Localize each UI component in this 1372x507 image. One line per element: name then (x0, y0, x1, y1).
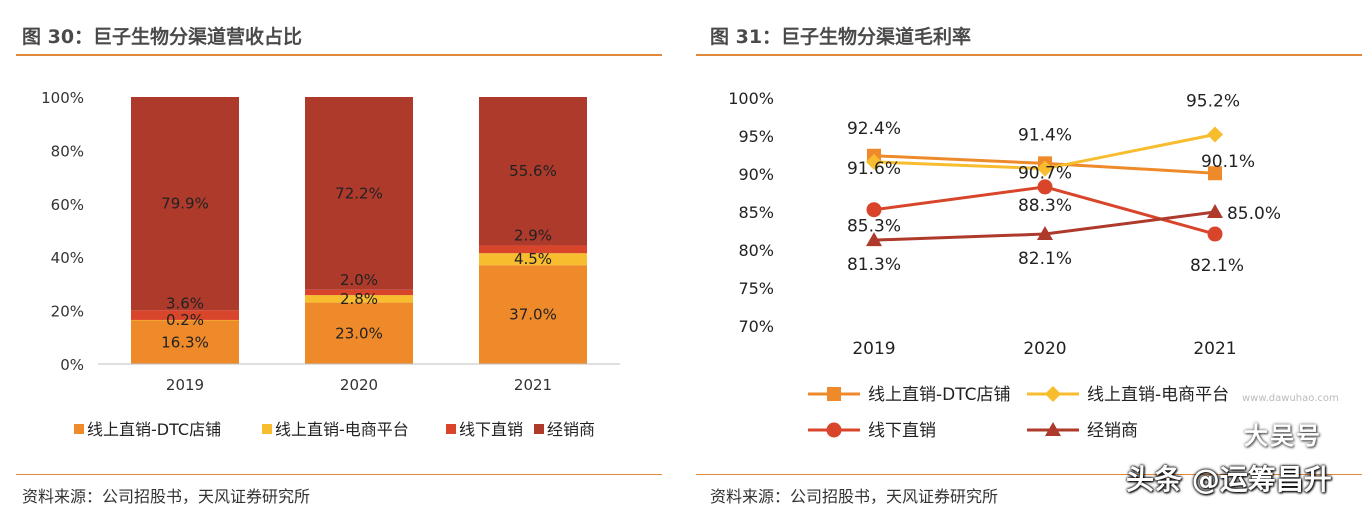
left-figure-panel: 图 30：巨子生物分渠道营收占比 0% 20% 40% 60% 80% 100% 16.3%… (0, 0, 672, 506)
legend-swatch (262, 424, 272, 434)
bar-segment (305, 295, 413, 303)
data-label: 72.2% (335, 184, 383, 202)
bar-segment (479, 97, 587, 246)
data-label: 85.0% (1227, 204, 1281, 224)
marker-diamond (1045, 386, 1061, 402)
line-chart: 70% 75% 80% 85% 90% 95% 100% 92.4% 91.4% 90.1% 91.… (728, 89, 1281, 441)
legend-label: 线上直销-电商平台 (275, 420, 409, 439)
data-label: 90.1% (1201, 152, 1255, 172)
y-tick-label: 100% (41, 89, 84, 107)
legend-swatch (74, 424, 84, 434)
data-label: 4.5% (514, 250, 552, 268)
right-bottom-rule (696, 474, 1362, 475)
marker-square (827, 387, 841, 401)
data-label: 2.8% (340, 290, 378, 308)
bar-segment (479, 245, 587, 254)
data-label: 92.4% (847, 119, 901, 139)
y-tick-label: 80% (51, 142, 84, 160)
data-label: 82.1% (1018, 249, 1072, 269)
y-tick-label: 40% (51, 249, 84, 267)
legend-label: 线上直销-DTC店铺 (868, 385, 1010, 405)
bar-segment (305, 97, 413, 290)
marker-square (1208, 166, 1222, 181)
watermark-url: www.dawuhao.com (1242, 393, 1339, 404)
marker-triangle (866, 232, 882, 247)
marker-triangle (1207, 204, 1223, 218)
data-label: 2.9% (514, 226, 552, 244)
watermark-top-text: 大吴号 (1244, 421, 1322, 450)
data-label: 37.0% (509, 306, 557, 324)
bar-segment (479, 265, 587, 364)
data-label: 82.1% (1190, 256, 1244, 276)
data-label: 85.3% (847, 217, 901, 237)
bar-segment (131, 97, 239, 311)
marker-diamond (1037, 160, 1053, 177)
data-label: 81.3% (847, 255, 901, 275)
data-label: 88.3% (1018, 196, 1072, 216)
marker-circle (866, 202, 882, 218)
data-label: 79.9% (161, 195, 209, 213)
bar-segment (305, 289, 413, 296)
y-tick-label: 20% (51, 303, 84, 321)
x-tick-label: 2021 (514, 376, 552, 394)
bar-segment (131, 310, 239, 320)
data-label: 16.3% (161, 333, 209, 351)
data-label: 95.2% (1186, 91, 1240, 111)
left-figure-title: 图 30：巨子生物分渠道营收占比 (22, 26, 303, 48)
data-label: 3.6% (166, 294, 204, 312)
left-bottom-rule (16, 474, 662, 475)
legend-swatch (446, 424, 456, 434)
right-title-rule (696, 54, 1362, 56)
y-tick-label: 80% (738, 241, 774, 260)
bar-segment (131, 320, 239, 364)
y-tick-label: 85% (738, 203, 774, 222)
marker-triangle (1037, 226, 1053, 241)
legend-label: 线下直销 (868, 421, 936, 441)
x-tick-label: 2020 (1023, 339, 1066, 359)
data-label: 2.0% (340, 271, 378, 289)
legend-label: 线下直销 (459, 420, 523, 439)
watermark-main-text: 头条 @运筹昌升 (1126, 463, 1332, 496)
marker-triangle (1045, 422, 1061, 436)
marker-circle (1037, 179, 1053, 195)
left-title-rule (16, 54, 662, 56)
marker-circle (826, 422, 842, 438)
bar-segment (305, 302, 413, 364)
right-figure-panel: 图 31：巨子生物分渠道毛利率 70% 75% 80% 85% 90% 95% 100% 92… (690, 0, 1372, 506)
data-label: 55.6% (509, 162, 557, 180)
legend-swatch (534, 424, 544, 434)
legend-label: 线上直销-DTC店铺 (87, 420, 221, 439)
marker-circle (1207, 226, 1223, 242)
data-label: 90.7% (1018, 164, 1072, 184)
legend-label: 经销商 (547, 420, 595, 439)
right-figure-title: 图 31：巨子生物分渠道毛利率 (710, 26, 972, 48)
data-label: 0.2% (166, 311, 204, 329)
y-tick-label: 75% (738, 279, 774, 298)
marker-diamond (1207, 126, 1223, 143)
marker-diamond (866, 153, 882, 170)
y-tick-label: 95% (738, 127, 774, 146)
data-label: 91.6% (847, 159, 901, 179)
data-label: 91.4% (1018, 125, 1072, 145)
stacked-bar-chart: 0% 20% 40% 60% 80% 100% 16.3% 0.2%3.6% 79.9% 23.0… (41, 89, 620, 439)
left-figure-source: 资料来源：公司招股书，天风证券研究所 (22, 487, 311, 506)
x-tick-label: 2019 (166, 376, 204, 394)
x-tick-label: 2021 (1193, 339, 1236, 359)
bar-segment (131, 319, 239, 321)
y-tick-label: 60% (51, 196, 84, 214)
legend-label: 线上直销-电商平台 (1087, 385, 1229, 405)
y-tick-label: 70% (738, 317, 774, 336)
x-tick-label: 2019 (852, 339, 895, 359)
data-label: 23.0% (335, 324, 383, 342)
legend-label: 经销商 (1087, 421, 1138, 441)
y-tick-label: 100% (728, 89, 774, 108)
y-tick-label: 0% (60, 356, 84, 374)
x-tick-label: 2020 (340, 376, 378, 394)
right-figure-source: 资料来源：公司招股书，天风证券研究所 (710, 487, 999, 506)
y-tick-label: 90% (738, 165, 774, 184)
bar-segment (479, 253, 587, 266)
